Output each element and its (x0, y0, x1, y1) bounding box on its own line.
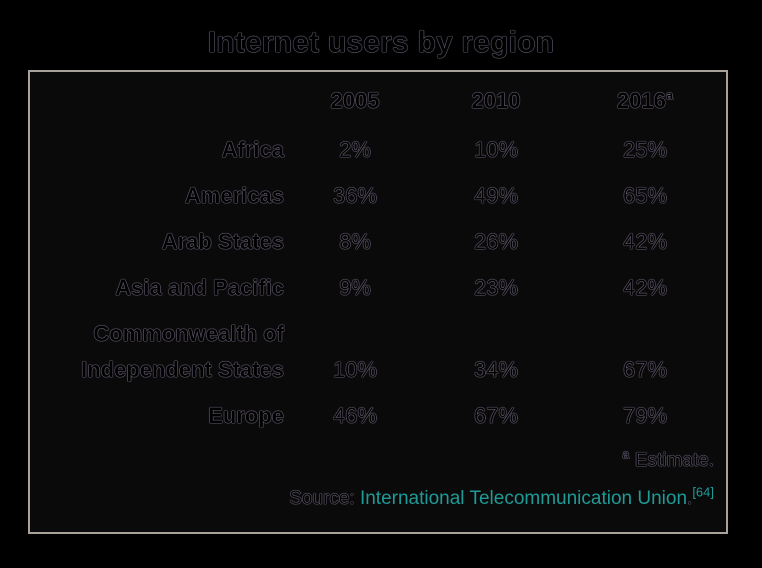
source-line: Source: International Telecommunication … (289, 484, 714, 510)
column-header-label: 2005 (330, 88, 380, 113)
table-cell: 46% (332, 403, 378, 428)
source-link[interactable]: International Telecommunication Union (359, 488, 688, 509)
table-cell: 10% (473, 137, 519, 162)
page-title: Internet users by region (207, 26, 555, 59)
row-label-cis-line1: Commonwealth of (93, 321, 284, 346)
row-label-americas: Americas (184, 183, 284, 208)
row-label-europe: Europe (208, 403, 284, 428)
table-cell: 26% (473, 229, 519, 254)
column-header-2005: 2005 (295, 88, 415, 114)
footnote: a Estimate. (622, 446, 714, 472)
table-cell: 42% (622, 275, 668, 300)
table-frame (28, 70, 728, 534)
table-cell: 65% (622, 183, 668, 208)
column-header-2010: 2010 (436, 88, 556, 114)
source-prefix: Source: (289, 488, 360, 509)
table-cell: 67% (622, 357, 668, 382)
table-cell: 36% (332, 183, 378, 208)
table-cell: 67% (473, 403, 519, 428)
table-cell: 34% (473, 357, 519, 382)
row-label-cis-line2: Independent States (81, 357, 284, 382)
table-cell: 23% (473, 275, 519, 300)
row-label-africa: Africa (221, 137, 284, 162)
table-cell: 9% (339, 275, 371, 300)
row-label-arab-states: Arab States (161, 229, 284, 254)
table-cell: 25% (622, 137, 668, 162)
column-header-label: 2010 (471, 88, 521, 113)
table-cell: 42% (622, 229, 668, 254)
table-cell: 2% (339, 137, 371, 162)
row-label-asia-pacific: Asia and Pacific (115, 275, 284, 300)
footnote-marker: a (622, 446, 630, 462)
footnote-text: Estimate. (629, 450, 714, 471)
column-header-label: 2016 (616, 88, 666, 113)
column-header-2016: 2016a (585, 88, 705, 114)
table-cell: 8% (339, 229, 371, 254)
estimate-marker: a (665, 87, 674, 103)
table-cell: 49% (473, 183, 519, 208)
table-cell: 79% (622, 403, 668, 428)
source-reference-link[interactable]: [64] (692, 484, 714, 500)
source-suffix: . (687, 488, 693, 509)
table-cell: 10% (332, 357, 378, 382)
